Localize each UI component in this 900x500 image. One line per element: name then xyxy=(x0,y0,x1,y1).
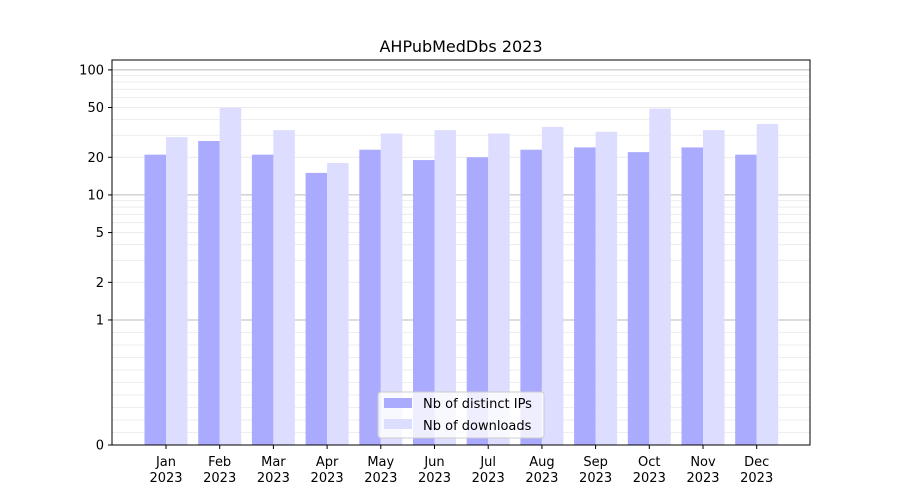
bars xyxy=(144,107,779,446)
chart-title: AHPubMedDbs 2023 xyxy=(379,37,542,56)
bar-distinct-ips xyxy=(305,172,328,445)
bar-distinct-ips xyxy=(251,154,274,446)
y-tick-label: 10 xyxy=(87,188,104,203)
y-tick-label: 2 xyxy=(96,276,104,291)
bar-distinct-ips xyxy=(520,149,542,446)
bar-downloads xyxy=(595,131,618,445)
bar-downloads xyxy=(756,123,779,445)
x-tick-label-year: 2023 xyxy=(472,471,505,486)
x-tick-label-month: Oct xyxy=(638,455,660,470)
x-tick-label-year: 2023 xyxy=(633,471,666,486)
y-tick-label: 50 xyxy=(87,101,104,116)
bar-downloads xyxy=(649,108,671,445)
bar-downloads xyxy=(703,130,725,445)
legend-swatch-downloads xyxy=(384,419,412,429)
legend-box xyxy=(377,391,545,439)
bar-downloads xyxy=(541,126,564,446)
bar-downloads xyxy=(488,133,510,445)
x-tick-label-year: 2023 xyxy=(525,471,558,486)
x-tick-label-month: Dec xyxy=(744,455,769,470)
bar-downloads xyxy=(380,133,403,445)
bar-downloads xyxy=(166,137,188,445)
bar-downloads xyxy=(219,107,242,446)
x-tick-label-year: 2023 xyxy=(311,471,344,486)
y-tick-label: 100 xyxy=(79,63,104,78)
x-tick-label-year: 2023 xyxy=(203,471,236,486)
legend-label-distinct-ips: Nb of distinct IPs xyxy=(423,397,532,412)
bar-distinct-ips xyxy=(681,147,703,446)
bar-distinct-ips xyxy=(198,140,220,445)
bar-distinct-ips xyxy=(466,157,489,445)
legend-swatch-distinct-ips xyxy=(384,398,412,408)
y-tick-label: 0 xyxy=(96,439,104,454)
y-tick-label: 5 xyxy=(96,226,104,241)
x-tick-label-month: Nov xyxy=(690,455,716,470)
bar-distinct-ips xyxy=(735,154,757,446)
bar-downloads xyxy=(434,130,456,445)
x-tick-label-year: 2023 xyxy=(364,471,397,486)
bar-downloads xyxy=(327,163,349,445)
x-tick-label-year: 2023 xyxy=(418,471,451,486)
legend-label-downloads: Nb of downloads xyxy=(423,419,532,434)
x-tick-label-month: Apr xyxy=(316,455,339,470)
plot-frame xyxy=(111,59,811,446)
bar-distinct-ips xyxy=(413,160,435,445)
x-tick-label-month: Mar xyxy=(261,455,286,470)
bar-downloads xyxy=(273,130,295,445)
bar-distinct-ips xyxy=(627,152,650,445)
y-tick-label: 20 xyxy=(87,151,104,166)
x-axis: Jan2023Feb2023Mar2023Apr2023May2023Jun20… xyxy=(149,445,773,486)
x-tick-label-year: 2023 xyxy=(257,471,290,486)
bar-distinct-ips xyxy=(144,154,166,446)
x-tick-label-month: Feb xyxy=(208,455,231,470)
x-tick-label-month: Jun xyxy=(423,455,444,470)
x-tick-label-month: Jan xyxy=(155,455,176,470)
x-tick-label-year: 2023 xyxy=(686,471,719,486)
x-tick-label-year: 2023 xyxy=(149,471,182,486)
x-tick-label-month: May xyxy=(367,455,394,470)
x-tick-label-month: Sep xyxy=(583,455,608,470)
x-tick-label-year: 2023 xyxy=(579,471,612,486)
x-tick-label-month: Aug xyxy=(529,455,554,470)
x-tick-label-month: Jul xyxy=(479,455,496,470)
y-tick-label: 1 xyxy=(96,313,104,328)
bar-distinct-ips xyxy=(574,147,596,446)
bar-distinct-ips xyxy=(359,149,381,446)
x-tick-label-year: 2023 xyxy=(740,471,773,486)
legend: Nb of distinct IPs Nb of downloads xyxy=(377,391,545,439)
y-axis: 0 1 2 5 10 20 50 100 xyxy=(79,63,112,454)
